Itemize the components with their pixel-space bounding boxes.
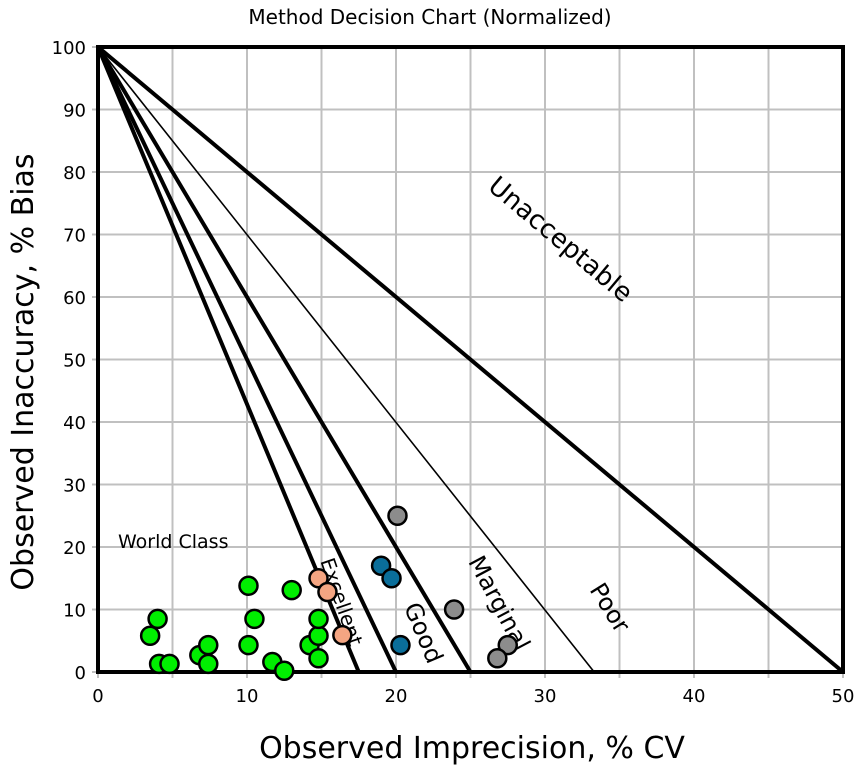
data-point (281, 579, 302, 601)
data-point (308, 608, 329, 630)
y-axis-label: Observed Inaccuracy, % Bias (6, 153, 41, 590)
y-tick-label: 10 (63, 601, 86, 622)
y-tick-label: 80 (63, 163, 86, 184)
data-point (487, 648, 508, 669)
y-tick-label: 70 (63, 226, 86, 247)
data-point (244, 608, 265, 630)
chart-title: Method Decision Chart (Normalized) (248, 5, 611, 29)
y-tick-label: 30 (63, 476, 86, 497)
decision-lines (96, 45, 845, 674)
plot-frame (96, 45, 845, 674)
y-tick-label: 60 (63, 288, 86, 309)
zone-labels: Unacceptable Poor Marginal Good Excellen… (118, 171, 638, 667)
x-tick-label: 10 (236, 686, 259, 707)
data-point (332, 624, 353, 646)
decision-line (96, 45, 473, 674)
data-point (274, 660, 295, 681)
y-tick-label: 100 (52, 38, 86, 59)
data-point (387, 505, 408, 526)
zone-label-poor: Poor (584, 578, 636, 638)
data-point (308, 625, 329, 646)
x-tick-label: 20 (385, 686, 408, 707)
grid (92, 46, 844, 678)
y-tick-label: 50 (63, 351, 86, 372)
data-point (317, 581, 338, 603)
y-tick-label: 0 (75, 663, 86, 684)
decision-line (96, 46, 361, 673)
y-tick-label: 90 (63, 101, 86, 122)
data-point (159, 653, 180, 675)
decision-line (97, 46, 595, 673)
data-point (497, 634, 518, 656)
data-points (139, 505, 518, 681)
y-tick-label: 20 (63, 538, 86, 559)
data-point (238, 575, 259, 596)
x-tick-label: 30 (534, 686, 557, 707)
data-point (381, 568, 402, 589)
zone-label-unacceptable: Unacceptable (482, 171, 638, 309)
x-tick-label: 50 (832, 686, 855, 707)
data-point (443, 599, 465, 620)
data-point (198, 653, 219, 675)
data-point (147, 608, 168, 630)
x-tick-label: 0 (92, 686, 103, 707)
decision-line (96, 46, 398, 673)
zone-label-world-class: World Class (118, 531, 228, 553)
tick-labels: 0 10 20 30 40 50 0 10 20 30 40 50 60 70 80 90 100 (52, 38, 855, 707)
data-point (198, 634, 219, 656)
data-point (139, 625, 161, 646)
data-point (390, 634, 411, 656)
x-axis-label: Observed Imprecision, % CV (259, 731, 685, 766)
data-point (308, 648, 329, 669)
x-tick-label: 40 (683, 686, 706, 707)
decision-line (96, 45, 845, 674)
y-tick-label: 40 (63, 413, 86, 434)
data-point (238, 634, 259, 656)
